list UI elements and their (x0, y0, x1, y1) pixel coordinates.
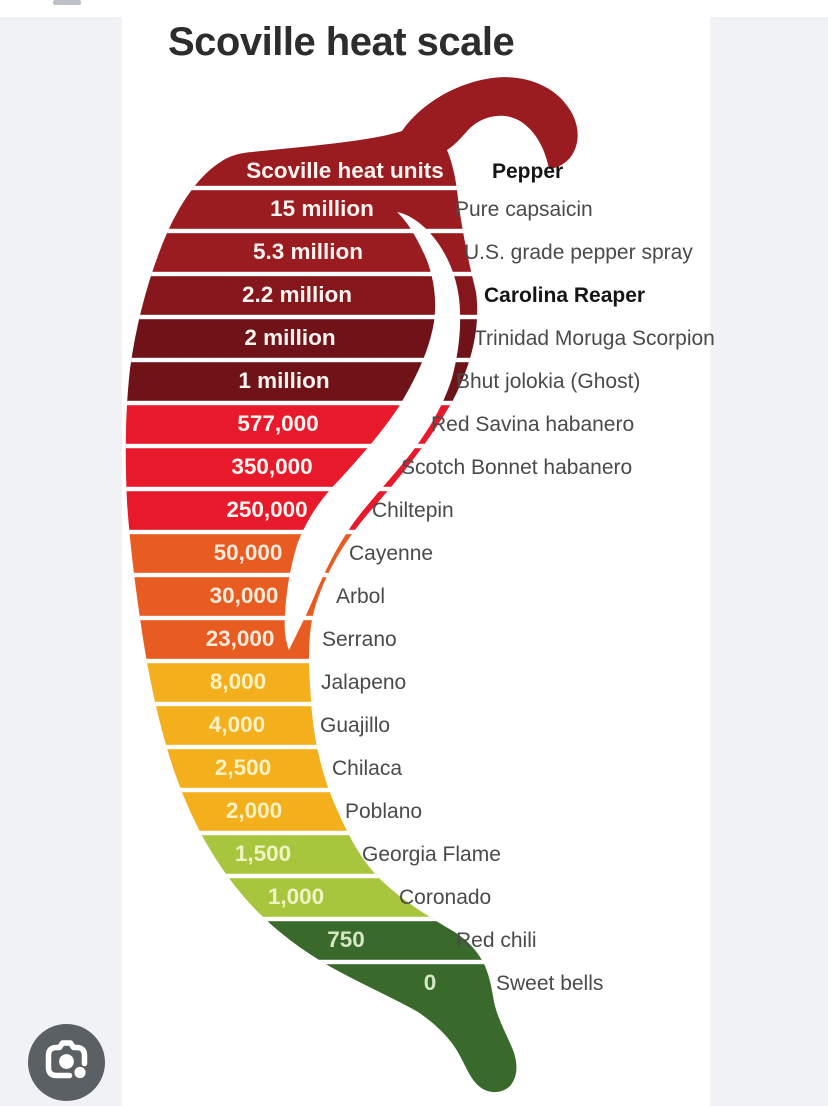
scoville-value: 350,000 (231, 454, 312, 479)
pepper-name: Red chili (456, 929, 537, 952)
scoville-value: 8,000 (210, 669, 266, 694)
pepper-name: Bhut jolokia (Ghost) (456, 370, 640, 393)
scoville-value: 4,000 (209, 712, 265, 737)
pepper-name: Red Savina habanero (431, 413, 634, 436)
pepper-shine-highlight (284, 212, 461, 650)
pepper-name: Trinidad Moruga Scorpion (474, 327, 715, 350)
scoville-value: 15 million (270, 196, 374, 221)
scoville-value: 23,000 (206, 626, 275, 651)
scoville-value: 30,000 (210, 583, 279, 608)
scoville-value: 2.2 million (242, 282, 352, 307)
band-separator (125, 959, 578, 965)
band-separator (125, 572, 578, 578)
scoville-value: 1 million (238, 368, 329, 393)
pepper-name: Pure capsaicin (455, 198, 593, 221)
band-separator (125, 357, 578, 363)
scoville-value: 5.3 million (253, 239, 363, 264)
pepper-name: Scotch Bonnet habanero (401, 456, 632, 479)
band-separator (125, 916, 578, 922)
top-strip (0, 0, 828, 17)
pepper-name: Georgia Flame (362, 843, 501, 866)
pepper-name: Arbol (336, 585, 385, 608)
band-separator (125, 701, 578, 707)
pepper-name: Sweet bells (496, 972, 603, 995)
band-separator (125, 185, 578, 191)
pepper-name: Serrano (322, 628, 397, 651)
band-separator (125, 228, 578, 234)
band-16 (125, 833, 578, 876)
band-17 (125, 876, 578, 919)
scoville-value: 750 (327, 927, 365, 952)
pepper-column-header: Pepper (492, 160, 563, 183)
pepper-name: U.S. grade pepper spray (464, 241, 693, 264)
scoville-value: 1,500 (235, 841, 291, 866)
scoville-value: 2,500 (215, 755, 271, 780)
pepper-name: Chiltepin (372, 499, 454, 522)
scoville-value: 1,000 (268, 884, 324, 909)
cropped-ui-fragment (53, 0, 81, 5)
band-separator (125, 400, 578, 406)
pepper-name: Jalapeno (321, 671, 406, 694)
scoville-value: 50,000 (214, 540, 283, 565)
band-separator (125, 529, 578, 535)
band-separator (125, 314, 578, 320)
pepper-name: Cayenne (349, 542, 433, 565)
pepper-name: Carolina Reaper (484, 284, 645, 307)
lens-camera-button[interactable] (28, 1024, 105, 1101)
scoville-value: 0 (424, 970, 437, 995)
band-separator (125, 830, 578, 836)
scoville-value: 577,000 (237, 411, 318, 436)
band-separator (125, 443, 578, 449)
units-column-header: Scoville heat units (246, 158, 444, 183)
camera-icon (28, 1024, 105, 1101)
band-separator (125, 271, 578, 277)
band-separator (125, 873, 578, 879)
scoville-value: 2,000 (226, 798, 282, 823)
band-separator (125, 615, 578, 621)
pepper-name: Guajillo (320, 714, 390, 737)
page-title: Scoville heat scale (168, 20, 515, 64)
scoville-value: 250,000 (226, 497, 307, 522)
pepper-name: Chilaca (332, 757, 402, 780)
band-separator (125, 787, 578, 793)
pepper-name: Coronado (399, 886, 491, 909)
band-separator (125, 744, 578, 750)
pepper-name: Poblano (345, 800, 422, 823)
scoville-value: 2 million (244, 325, 335, 350)
band-separator (125, 658, 578, 664)
